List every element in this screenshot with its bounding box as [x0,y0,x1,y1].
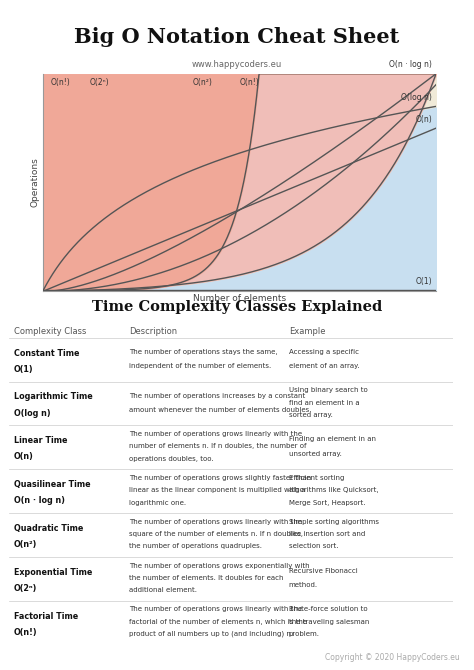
Text: algorithms like Quicksort,: algorithms like Quicksort, [289,487,378,493]
Text: O(n!): O(n!) [14,628,37,636]
Text: linear as the linear component is multiplied with a: linear as the linear component is multip… [129,487,306,493]
Text: The number of operations grows exponentially with: The number of operations grows exponenti… [129,563,310,569]
Text: problem.: problem. [289,631,319,637]
Text: O(n²): O(n²) [192,78,212,87]
Text: Quasilinear Time: Quasilinear Time [14,480,91,489]
Text: O(1): O(1) [416,277,432,286]
Text: ⊙ HappyCoders.: ⊙ HappyCoders. [9,7,116,21]
Text: Recursive Fibonacci: Recursive Fibonacci [289,568,357,574]
Text: The number of operations increases by a constant: The number of operations increases by a … [129,393,305,399]
Text: Logarithmic Time: Logarithmic Time [14,393,92,401]
Text: Simple sorting algorithms: Simple sorting algorithms [289,519,379,525]
Text: O(n!): O(n!) [51,78,70,87]
Text: Linear Time: Linear Time [14,436,67,445]
Text: element of an array.: element of an array. [289,363,359,369]
Text: factorial of the number of elements n, which is the: factorial of the number of elements n, w… [129,618,307,624]
Text: the traveling salesman: the traveling salesman [289,618,369,624]
Text: O(log n): O(log n) [14,409,51,417]
Text: The number of operations grows linearly with the: The number of operations grows linearly … [129,519,302,525]
Text: Bad: Bad [459,528,465,542]
Text: square of the number of elements n. If n doubles,: square of the number of elements n. If n… [129,531,303,537]
Text: Merge Sort, Heapsort.: Merge Sort, Heapsort. [289,500,365,505]
Text: O(n²): O(n²) [14,540,37,549]
X-axis label: Number of elements: Number of elements [193,294,286,304]
Text: Complexity Class: Complexity Class [14,326,86,336]
Text: Constant Time: Constant Time [14,348,80,358]
Text: Using binary search to: Using binary search to [289,387,367,393]
Text: The number of operations grows slightly faster than: The number of operations grows slightly … [129,475,311,481]
Text: method.: method. [289,582,318,588]
Text: selection sort.: selection sort. [289,543,338,549]
Text: like insertion sort and: like insertion sort and [289,531,365,537]
Text: logarithmic one.: logarithmic one. [129,500,186,505]
Text: Brute-force solution to: Brute-force solution to [289,606,367,612]
Text: Example: Example [289,326,325,336]
Text: amount whenever the number of elements doubles.: amount whenever the number of elements d… [129,407,311,413]
Text: unsorted array.: unsorted array. [289,451,342,457]
Text: independent of the number of elements.: independent of the number of elements. [129,363,272,369]
Text: Time Complexity Classes Explained: Time Complexity Classes Explained [92,300,382,314]
Text: The number of operations grows linearly with the: The number of operations grows linearly … [129,606,302,612]
Text: Factorial Time: Factorial Time [14,612,78,620]
Text: O(2ⁿ): O(2ⁿ) [90,78,109,87]
Text: www.happycoders.eu: www.happycoders.eu [192,60,282,68]
Text: O(n · log n): O(n · log n) [14,496,65,505]
Text: operations doubles, too.: operations doubles, too. [129,456,214,462]
Text: Finding an element in an: Finding an element in an [289,436,376,442]
Text: Fair: Fair [459,462,465,476]
Y-axis label: Operations: Operations [31,157,40,208]
Text: The number of operations stays the same,: The number of operations stays the same, [129,348,278,354]
Text: Big O Notation Cheat Sheet: Big O Notation Cheat Sheet [74,27,400,48]
Text: O(n): O(n) [14,452,34,462]
Text: Terrible: Terrible [459,586,465,615]
Text: Quadratic Time: Quadratic Time [14,524,83,533]
Text: find an element in a: find an element in a [289,399,359,405]
Text: Accessing a specific: Accessing a specific [289,348,359,354]
Text: the number of operations quadruples.: the number of operations quadruples. [129,543,262,549]
Text: O(n): O(n) [415,115,432,124]
Text: additional element.: additional element. [129,587,197,593]
Text: O(n · log n): O(n · log n) [389,60,432,70]
Text: Efficient sorting: Efficient sorting [289,475,344,481]
Text: O(n!): O(n!) [239,78,259,87]
Text: O(1): O(1) [14,364,34,374]
Text: The number of operations grows linearly with the: The number of operations grows linearly … [129,431,302,437]
Text: the number of elements. It doubles for each: the number of elements. It doubles for e… [129,575,283,581]
Text: product of all numbers up to (and including) n.: product of all numbers up to (and includ… [129,630,293,637]
Text: Excellent!: Excellent! [459,363,465,400]
Text: Exponential Time: Exponential Time [14,567,92,577]
Text: O(2ⁿ): O(2ⁿ) [14,584,37,593]
Text: O(log n): O(log n) [401,93,432,102]
Text: sorted array.: sorted array. [289,412,333,418]
Text: Description: Description [129,326,177,336]
Text: number of elements n. If n doubles, the number of: number of elements n. If n doubles, the … [129,444,307,450]
Text: Copyright © 2020 HappyCoders.eu: Copyright © 2020 HappyCoders.eu [325,653,460,662]
